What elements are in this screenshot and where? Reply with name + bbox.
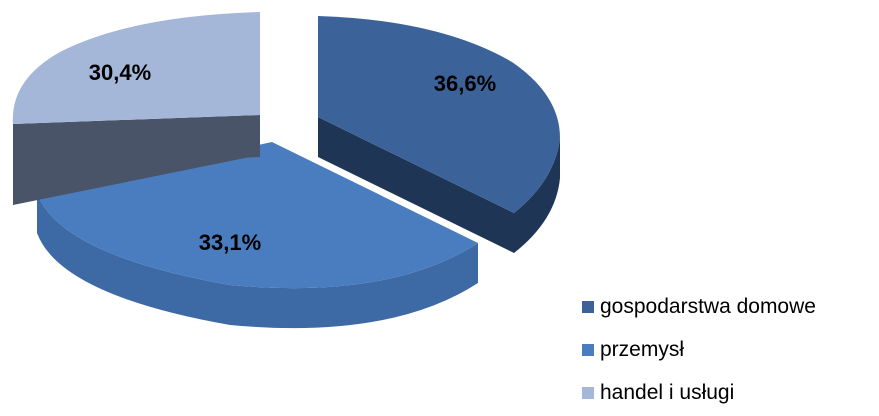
slice-przemysl[interactable] xyxy=(37,142,478,329)
legend-label-przemysl: przemysł xyxy=(600,338,685,361)
data-label-gospodarstwa-domowe: 36,6% xyxy=(434,71,496,96)
slice-handel-i-uslugi-front xyxy=(13,115,260,205)
legend-swatch-handel-i-uslugi xyxy=(582,387,594,399)
legend-swatch-przemysl xyxy=(582,344,594,356)
slice-handel-i-uslugi-top xyxy=(12,12,261,124)
legend-item-handel-i-uslugi: handel i usługi xyxy=(582,373,816,413)
slice-gospodarstwa-domowe-side xyxy=(318,117,560,253)
pie-chart: 36,6% 33,1% 30,4% xyxy=(12,12,560,329)
legend: gospodarstwa domowe przemysł handel i us… xyxy=(582,287,816,416)
legend-item-gospodarstwa-domowe: gospodarstwa domowe xyxy=(582,287,816,327)
slice-gospodarstwa-domowe[interactable] xyxy=(318,16,560,253)
slice-przemysl-side xyxy=(37,193,478,329)
slice-gospodarstwa-domowe-top xyxy=(318,16,560,213)
data-label-przemysl: 33,1% xyxy=(199,230,261,255)
legend-swatch-gospodarstwa-domowe xyxy=(582,301,594,313)
slice-przemysl-top xyxy=(37,142,478,289)
slice-handel-i-uslugi[interactable] xyxy=(12,12,261,205)
data-label-handel-i-uslugi: 30,4% xyxy=(89,60,151,85)
legend-label-gospodarstwa-domowe: gospodarstwa domowe xyxy=(600,295,816,318)
legend-label-handel-i-uslugi: handel i usługi xyxy=(600,381,735,404)
legend-item-przemysl: przemysł xyxy=(582,330,816,370)
